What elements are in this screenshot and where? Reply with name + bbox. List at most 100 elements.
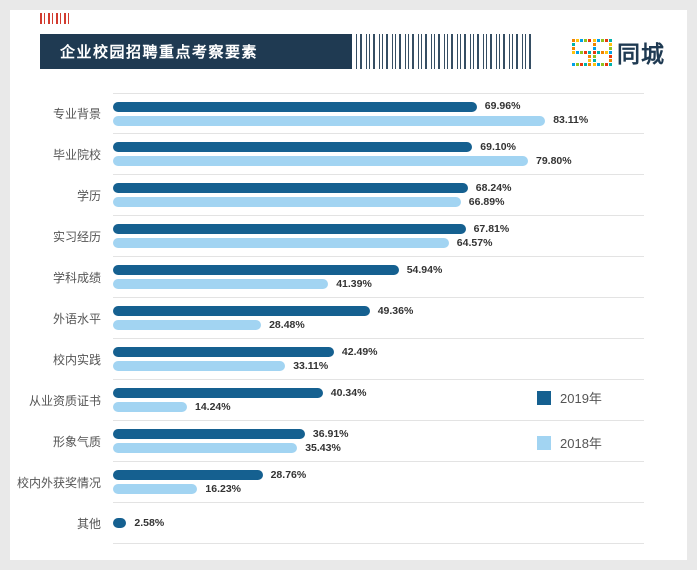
bar-chart: 专业背景 69.96% 83.11% 毕业院校 69.10% 79.80%	[16, 93, 644, 545]
legend-label-2018: 2018年	[560, 436, 602, 451]
bar-2018	[113, 115, 546, 126]
bar-value-2019: 28.76%	[270, 468, 307, 481]
category-label: 校内外获奖情况	[16, 476, 101, 490]
bar-value-2019: 40.34%	[330, 386, 367, 399]
chart-row: 学科成绩 54.94% 41.39%	[30, 257, 644, 298]
bar-value-2019: 69.10%	[480, 140, 516, 153]
bar-2019	[113, 429, 305, 439]
logo-58tongcheng: 同城	[572, 36, 665, 68]
category-label: 外语水平	[52, 312, 101, 326]
category-label: 毕业院校	[52, 148, 101, 162]
bar-value-2018: 64.57%	[456, 236, 493, 249]
red-barcode-mark	[40, 13, 70, 24]
bar-line-2019: 2.58%	[113, 518, 644, 528]
chart-row: 专业背景 69.96% 83.11%	[30, 93, 644, 134]
bar-value-2018: 28.48%	[269, 318, 305, 331]
row-plot: 36.91% 35.43%	[113, 421, 644, 462]
category-label: 校内实践	[52, 353, 101, 367]
title-bar: 企业校园招聘重点考察要素	[40, 34, 352, 69]
bar-line-2019: 69.96%	[113, 100, 644, 113]
category-label: 专业背景	[52, 107, 101, 121]
logo-58-mosaic-icon	[572, 38, 612, 66]
category-label: 形象气质	[52, 435, 101, 449]
bar-value-2018: 35.43%	[305, 441, 341, 454]
bar-line-2018: 14.24%	[113, 402, 644, 412]
bar-line-2018: 35.43%	[113, 443, 644, 453]
category-label: 从业资质证书	[28, 394, 101, 408]
chart-row: 毕业院校 69.10% 79.80%	[30, 134, 644, 175]
row-plot: 42.49% 33.11%	[113, 339, 644, 380]
bar-value-2019: 49.36%	[377, 304, 414, 317]
page-title: 企业校园招聘重点考察要素	[60, 44, 259, 61]
bar-value-2018: 33.11%	[293, 359, 329, 372]
chart-row: 从业资质证书 40.34% 14.24%	[28, 380, 644, 421]
row-plot: 54.94% 41.39%	[113, 257, 644, 298]
bar-2019	[113, 347, 334, 357]
bar-line-2018: 16.23%	[113, 484, 644, 494]
chart-row: 学历 68.24% 66.89%	[30, 175, 644, 216]
bar-2019	[113, 142, 473, 152]
bar-value-2018: 83.11%	[553, 114, 589, 127]
bar-line-2018: 41.39%	[113, 279, 644, 289]
bar-line-2018: 83.11%	[113, 114, 644, 127]
bar-line-2019: 69.10%	[113, 142, 644, 152]
bar-2019	[113, 265, 399, 275]
legend-swatch-2019	[537, 390, 551, 405]
bar-2018	[113, 279, 329, 289]
chart-row: 外语水平 49.36% 28.48%	[30, 298, 644, 339]
chart-row: 校内外获奖情况 28.76% 16.23%	[16, 462, 644, 503]
chart-rows: 专业背景 69.96% 83.11% 毕业院校 69.10% 79.80%	[16, 93, 644, 544]
page-panel: 企业校园招聘重点考察要素 同城 专业背景 69.96% 83.11% 毕业院校 …	[10, 10, 687, 560]
bar-line-2018: 64.57%	[113, 238, 644, 248]
row-plot: 68.24% 66.89%	[113, 175, 644, 216]
bar-line-2018: 66.89%	[113, 197, 644, 207]
legend-item-2018: 2018年	[537, 433, 602, 452]
bar-line-2019: 49.36%	[113, 306, 644, 316]
row-plot: 28.76% 16.23%	[113, 462, 644, 503]
bar-line-2018: 33.11%	[113, 361, 644, 371]
bar-2018	[113, 238, 449, 248]
bar-line-2019: 54.94%	[113, 265, 644, 275]
bar-line-2019: 42.49%	[113, 347, 644, 357]
bar-line-2019: 68.24%	[113, 183, 644, 193]
bar-value-2018: 79.80%	[536, 154, 572, 167]
bar-2019	[113, 101, 477, 112]
row-plot: 2.58%	[113, 503, 644, 544]
bar-line-2019: 67.81%	[113, 224, 644, 234]
row-plot: 67.81% 64.57%	[113, 216, 644, 257]
bar-2018	[113, 361, 286, 371]
bar-value-2019: 69.96%	[484, 100, 521, 113]
bar-value-2019: 68.24%	[475, 181, 512, 194]
bar-value-2019: 54.94%	[406, 263, 443, 276]
legend-item-2019: 2019年	[537, 388, 602, 407]
category-label: 其他	[76, 517, 101, 531]
row-plot: 69.96% 83.11%	[113, 93, 644, 134]
bar-2019	[113, 183, 468, 193]
bar-line-2019: 28.76%	[113, 470, 644, 480]
legend-label-2019: 2019年	[560, 391, 602, 406]
bar-line-2019: 36.91%	[113, 429, 644, 439]
row-plot: 40.34% 14.24%	[113, 380, 644, 421]
legend-swatch-2018	[537, 435, 551, 450]
bar-value-2019: 42.49%	[341, 345, 378, 358]
bar-line-2019: 40.34%	[113, 388, 644, 398]
chart-row: 校内实践 42.49% 33.11%	[30, 339, 644, 380]
bar-value-2019: 36.91%	[312, 427, 349, 440]
category-label: 学科成绩	[52, 271, 101, 285]
bar-2018	[113, 156, 528, 166]
bar-line-2018: 79.80%	[113, 156, 644, 166]
bar-2019	[113, 306, 370, 316]
bar-line-2018: 28.48%	[113, 320, 644, 330]
bar-value-2018: 16.23%	[205, 482, 242, 495]
bar-value-2018: 14.24%	[195, 400, 231, 413]
bar-2019	[113, 224, 466, 234]
chart-row: 实习经历 67.81% 64.57%	[30, 216, 644, 257]
bar-2018	[113, 320, 262, 330]
category-label: 实习经历	[52, 230, 101, 244]
chart-row: 其他 2.58%	[30, 503, 644, 544]
bar-2018	[113, 197, 461, 207]
category-label: 学历	[76, 189, 101, 203]
bar-2018	[113, 402, 187, 412]
chart-row: 形象气质 36.91% 35.43%	[30, 421, 644, 462]
bar-value-2018: 41.39%	[336, 277, 372, 290]
